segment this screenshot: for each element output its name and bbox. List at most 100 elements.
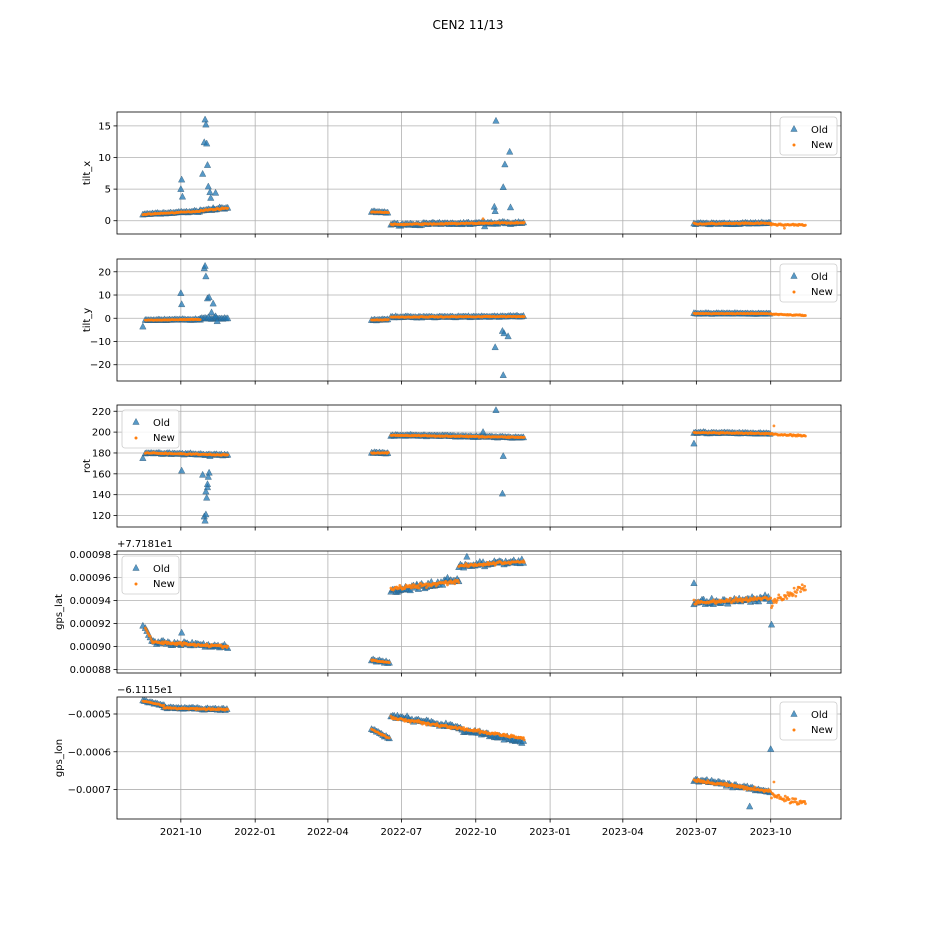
y-tick-label: −0.0007 [68,785,111,796]
legend-marker-old [790,271,798,279]
y-tick-label: 220 [92,407,111,418]
axes-frame [116,111,842,235]
data-point-new [772,780,776,784]
legend-label-new: New [811,725,833,736]
panel-rot: 120 140 160 180 200 220 rot Old New [82,404,842,531]
data-point-old [202,510,210,518]
data-point-new [791,593,795,596]
x-tick-label: 2023-07 [675,827,717,838]
y-tick-label: 0 [105,216,111,227]
y-axis-label: rot [82,459,93,473]
series-new [141,206,807,230]
legend-marker-new [134,582,138,586]
legend-label-old: Old [811,125,828,136]
data-point-old [139,322,147,330]
data-point-old [201,516,209,524]
data-point-old [177,289,185,296]
data-point-old [206,188,214,195]
data-point-new [226,644,230,648]
data-point-old [479,428,487,435]
data-point-old [690,579,698,586]
data-point-old [199,470,207,478]
series-old [139,261,774,378]
data-point-old [177,185,185,192]
data-point-new [777,593,781,597]
legend-marker-old [790,124,798,132]
series-new [143,559,807,664]
data-point-new [387,661,391,664]
legend-label-new: New [811,287,833,298]
data-point-new [782,797,786,801]
data-point-old [202,120,210,128]
data-point-new [786,796,790,799]
data-point-new [787,797,791,801]
y-tick-label: 0.00092 [70,619,111,630]
y-tick-label: 0.00090 [70,642,111,653]
x-tick-label: 2021-10 [160,827,202,838]
y-tick-label: 15 [98,121,111,132]
data-point-old [209,299,217,307]
data-point-new [692,598,696,602]
series-new [141,699,807,806]
y-axis-label: tilt_x [82,161,93,185]
data-point-new [804,223,807,227]
data-point-old [500,329,508,337]
panel-tilt-x: 0 5 10 15 tilt_x Old New [82,111,842,238]
data-point-new [412,583,416,587]
data-point-old [202,272,210,280]
data-point-new [795,591,798,594]
data-point-new [148,634,152,638]
offset-text: −6.1115e1 [117,685,173,696]
x-tick-label: 2023-01 [529,827,571,838]
data-point-old [204,182,212,190]
data-point-old [202,487,210,495]
y-tick-label: 0.00088 [70,665,111,676]
data-point-new [522,560,526,564]
data-point-new [456,579,460,582]
data-point-new [739,597,743,600]
data-point-new [226,453,230,457]
legend-marker-new [792,143,796,147]
data-point-old [499,183,507,190]
y-tick-label: 140 [92,490,111,501]
data-point-old [207,193,215,201]
data-point-new [770,604,774,608]
data-point-new [804,434,807,438]
data-point-new [797,802,801,806]
data-point-new [179,641,183,644]
panel-tilt-y: −20 −10 0 10 20 tilt_y Old New [82,258,842,385]
data-point-old [499,452,507,459]
data-point-new [777,793,781,797]
data-point-new [804,314,807,317]
data-point-old [178,628,186,636]
legend-marker-new [792,290,796,294]
data-point-old [490,202,498,210]
y-tick-label: 10 [98,153,111,164]
y-tick-label: 0.00098 [70,550,111,561]
data-point-new [741,600,744,604]
legend-label-old: Old [153,564,170,575]
legend-marker-old [132,417,140,425]
data-point-new [745,596,748,600]
x-tick-label: 2022-04 [307,827,349,838]
data-point-new [387,318,390,321]
data-point-new [522,221,526,224]
data-point-old [491,207,499,214]
y-axis-label: gps_lat [54,594,65,630]
data-point-old [178,300,186,308]
legend: Old New [779,263,838,303]
y-tick-label: 180 [92,448,111,459]
legend-label-new: New [811,140,833,151]
data-point-new [387,211,390,215]
data-point-old [203,161,212,168]
data-point-new [387,736,391,740]
data-point-new [462,726,466,729]
data-point-new [799,590,802,594]
data-point-new [409,586,413,590]
data-point-new [728,596,732,600]
y-tick-label: 120 [92,511,111,522]
data-point-new [522,738,526,742]
y-axis-label: tilt_y [82,308,93,332]
y-tick-label: 20 [98,267,111,278]
